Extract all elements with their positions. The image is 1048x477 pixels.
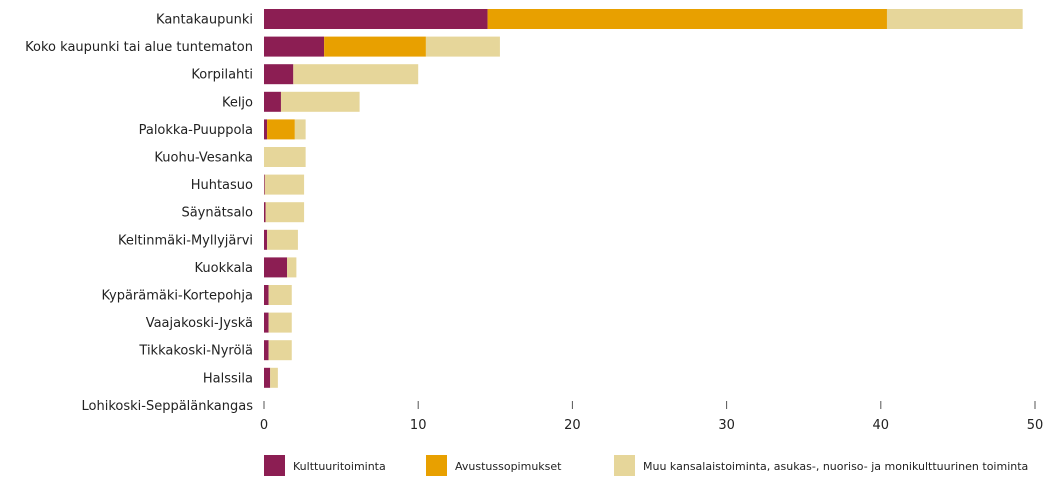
- x-tick-label: 30: [718, 418, 735, 433]
- bar-segment-3: [294, 119, 306, 140]
- bar-segment-2: [324, 36, 426, 57]
- category-label: Korpilahti: [191, 68, 253, 83]
- legend-label: Muu kansalaistoiminta, asukas-, nuoriso-…: [643, 460, 1028, 473]
- bar-segment-1: [264, 229, 268, 250]
- bar-segment-1: [264, 367, 271, 388]
- category-label: Huhtasuo: [191, 178, 253, 193]
- bar-segment-3: [265, 202, 305, 223]
- legend: Kulttuuritoiminta Avustussopimukset Muu ka…: [264, 455, 1028, 476]
- bar-segment-3: [264, 147, 306, 167]
- category-label: Keltinmäki-Myllyjärvi: [118, 233, 253, 248]
- x-tick-label: 0: [260, 418, 268, 433]
- bar-segment-3: [268, 340, 292, 361]
- bar-segment-1: [264, 91, 281, 112]
- bar-segment-1: [264, 119, 268, 140]
- bar-segment-3: [270, 367, 278, 388]
- bar-segment-1: [264, 64, 294, 85]
- bar-segment-1: [264, 257, 288, 278]
- bar-segment-3: [264, 174, 305, 195]
- bar-segment-2: [267, 119, 295, 140]
- bar-segment-1: [264, 174, 265, 195]
- category-label: Kuokkala: [195, 261, 253, 276]
- legend-swatch: [264, 455, 285, 476]
- bar-segment-3: [267, 229, 298, 250]
- x-axis: 0 10 20 30 40 50: [260, 401, 1043, 433]
- bar-segment-3: [293, 64, 419, 85]
- category-label: Halssila: [203, 371, 253, 386]
- bar-segment-3: [287, 257, 297, 278]
- bars-group: [264, 9, 1023, 388]
- category-label: Kuohu-Vesanka: [154, 151, 253, 166]
- x-tick-label: 20: [564, 418, 581, 433]
- bar-segment-1: [264, 36, 325, 57]
- x-tick-label: 50: [1027, 418, 1044, 433]
- bar-segment-3: [886, 9, 1023, 29]
- x-tick-label: 10: [410, 418, 427, 433]
- bar-segment-1: [264, 202, 266, 223]
- bar-segment-3: [425, 36, 500, 57]
- bar-segment-3: [268, 312, 292, 333]
- bar-segment-3: [280, 91, 360, 112]
- category-label: Palokka-Puuppola: [139, 123, 253, 138]
- category-label: Kypärämäki-Kortepohja: [101, 289, 253, 304]
- bar-segment-3: [268, 285, 292, 305]
- legend-label: Avustussopimukset: [455, 460, 562, 473]
- category-label: Kantakaupunki: [156, 13, 253, 28]
- category-label: Tikkakoski-Nyrölä: [138, 344, 253, 359]
- category-labels: Kantakaupunki Koko kaupunki tai alue tunt…: [25, 13, 253, 414]
- x-tick-label: 40: [873, 418, 890, 433]
- bar-segment-1: [264, 9, 488, 29]
- legend-swatch: [614, 455, 635, 476]
- category-label: Koko kaupunki tai alue tuntematon: [25, 40, 253, 55]
- legend-label: Kulttuuritoiminta: [293, 460, 386, 473]
- category-label: Lohikoski-Seppälänkangas: [82, 399, 254, 414]
- category-label: Keljo: [222, 95, 253, 110]
- category-label: Vaajakoski-Jyskä: [146, 316, 253, 331]
- bar-segment-2: [487, 9, 887, 29]
- legend-swatch: [426, 455, 447, 476]
- category-label: Säynätsalo: [181, 206, 253, 221]
- bar-segment-1: [264, 340, 269, 361]
- bar-segment-1: [264, 285, 269, 305]
- bar-segment-1: [264, 312, 269, 333]
